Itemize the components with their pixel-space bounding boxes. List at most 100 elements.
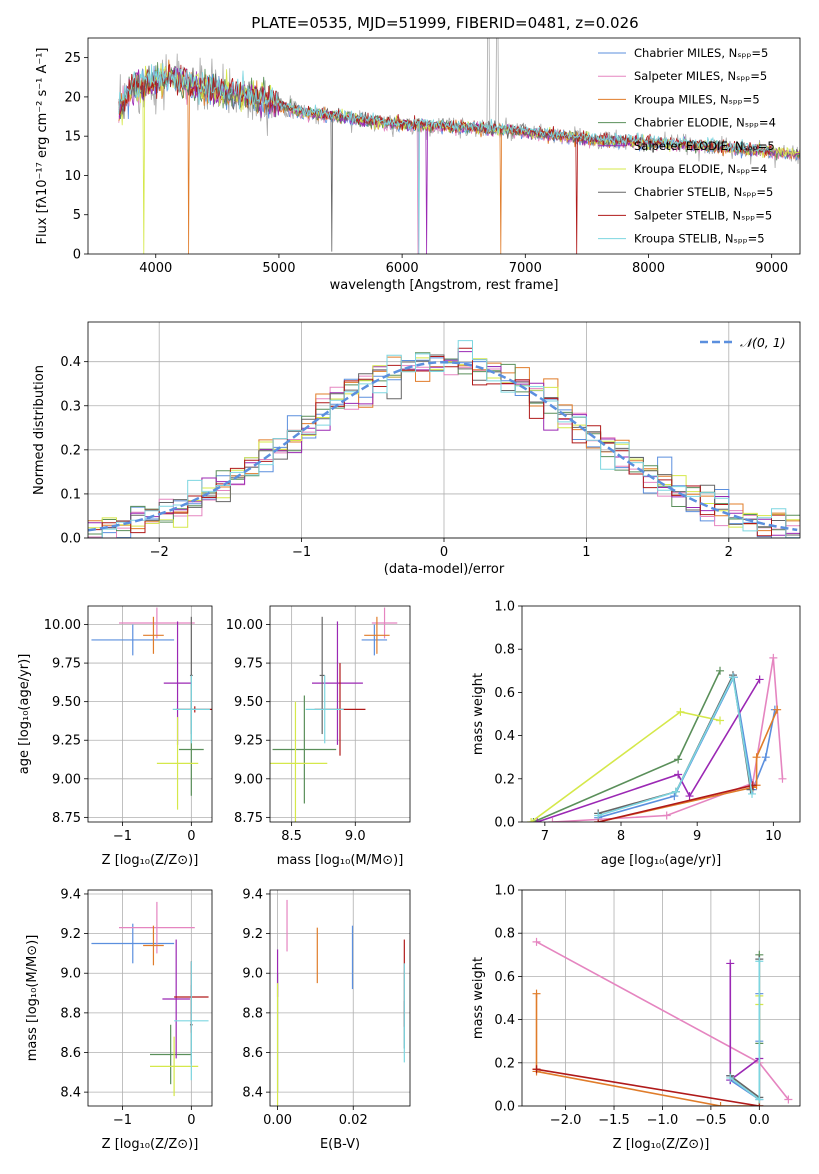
legend-entry: Salpeter MILES, Nₛₚₚ=5 (634, 69, 767, 83)
y-tick-label: 8.4 (242, 1086, 263, 1101)
legend-entry: Kroupa STELIB, Nₛₚₚ=5 (634, 232, 765, 246)
weight-marker-salpeter_miles (662, 811, 671, 820)
y-tick-label: 9.4 (60, 887, 81, 902)
y-tick-label: 0.6 (494, 970, 515, 985)
axes-frame (87, 889, 213, 1107)
y-tick-label: 8.6 (242, 1046, 263, 1061)
y-tick-label: 9.0 (242, 967, 263, 982)
y-tick-label: 0.2 (494, 772, 515, 787)
weight-marker-salpeter_miles (784, 1095, 793, 1104)
y-tick-label: 0.3 (60, 399, 81, 414)
legend-entry: Kroupa MILES, Nₛₚₚ=5 (634, 92, 760, 106)
y-axis-label: mass weight (471, 957, 486, 1039)
y-tick-label: 0.4 (494, 1013, 515, 1028)
x-axis-label: Z [log₁₀(Z/Z⊙)] (613, 1137, 710, 1152)
y-tick-label: 15 (64, 130, 81, 145)
y-axis-label: mass [log₁₀(M/M⊙)] (25, 935, 40, 1062)
y-tick-label: 20 (64, 90, 81, 105)
x-tick-label: −1 (113, 1113, 132, 1128)
legend-entry: Salpeter ELODIE, Nₛₚₚ=5 (634, 139, 775, 153)
weight-marker-kroupa_stelib (671, 787, 680, 796)
y-tick-label: 8.75 (234, 811, 263, 826)
mass-vs-metallicity-panel: −1 0 8.4 8.6 8.8 9.0 9.2 9.4 Z [log₁₀(Z/Z⊙)] mass… (25, 887, 213, 1152)
axes-frame (87, 37, 801, 255)
weight-marker-kroupa_stelib (726, 1073, 735, 1082)
weight-marker-kroupa_miles (752, 753, 761, 762)
legend-entry: Kroupa ELODIE, Nₛₚₚ=4 (634, 162, 767, 176)
x-axis-label: (data-model)/error (384, 562, 505, 577)
weight-line-kroupa_stelib (597, 674, 753, 817)
y-tick-label: 9.50 (234, 695, 263, 710)
weight-marker-salpeter_miles (548, 818, 557, 822)
y-tick-label: 9.25 (234, 734, 263, 749)
plot-area (91, 901, 209, 1097)
x-tick-label: 10 (765, 829, 782, 844)
age-vs-metallicity-panel: −1 0 8.75 9.00 9.25 9.50 9.75 10.00 Z [log₁₀(Z/Z… (17, 605, 213, 868)
residual-histogram-panel: −2 −1 0 1 2 0.0 0.1 0.2 0.3 0.4 (data-model)/error… (32, 321, 801, 577)
plot-area (270, 607, 398, 822)
y-tick-label: 0.0 (494, 1100, 515, 1115)
y-tick-label: 1.0 (494, 884, 515, 899)
x-tick-label: −2.0 (550, 1113, 582, 1128)
weight-line-kroupa_miles (535, 993, 760, 1106)
y-tick-label: 9.00 (52, 772, 81, 787)
x-tick-label: 8000 (632, 261, 665, 276)
weight-marker-chabrier_elodie (716, 666, 725, 675)
mass-vs-ebv-panel: 0.00 0.02 8.4 8.6 8.8 9.0 9.2 9.4 E(B-V) (242, 887, 411, 1152)
y-tick-label: 0.4 (494, 729, 515, 744)
x-tick-label: 9.0 (345, 829, 366, 844)
axes-frame (269, 605, 411, 823)
y-tick-label: 0.8 (494, 927, 515, 942)
weight-line-salpeter_stelib (536, 1068, 760, 1106)
x-tick-label: 0.02 (339, 1113, 368, 1128)
weight-marker-kroupa_elodie (716, 716, 725, 725)
y-tick-label: 9.00 (234, 772, 263, 787)
weight-marker-salpeter_elodie (533, 818, 542, 822)
axes-frame (521, 605, 801, 823)
legend-entry: 𝒩(0, 1) (740, 335, 786, 350)
x-tick-label: 2 (725, 545, 733, 560)
x-axis-label: Z [log₁₀(Z/Z⊙)] (102, 853, 199, 868)
plot-area (118, 38, 800, 254)
x-axis-label: wavelength [Angstrom, rest frame] (330, 278, 559, 293)
legend-entry: Salpeter STELIB, Nₛₚₚ=5 (634, 208, 772, 222)
x-tick-label: −0.5 (695, 1113, 727, 1128)
weight-marker-salpeter_miles (778, 774, 787, 783)
weight-marker-kroupa_stelib (748, 789, 757, 798)
spectrum-title: PLATE=0535, MJD=51999, FIBERID=0481, z=0… (251, 14, 638, 32)
weight-marker-kroupa_elodie (527, 818, 536, 822)
mass-weight-vs-metallicity-panel: −2.0 −1.5 −1.0 −0.5 0.0 0.0 0.2 0.4 0.6 0.8 1.0 Z [… (471, 884, 801, 1152)
weight-marker-kroupa_stelib (755, 957, 764, 966)
x-tick-label: −1 (113, 829, 132, 844)
y-axis-label: Normed distribution (32, 365, 47, 495)
weight-marker-kroupa_stelib (728, 673, 737, 682)
x-tick-label: 6000 (386, 261, 419, 276)
y-tick-label: 0.4 (60, 355, 81, 370)
x-tick-label: −1.0 (647, 1113, 679, 1128)
y-tick-label: 9.50 (52, 695, 81, 710)
weight-line-chabrier_miles (729, 993, 761, 1101)
x-tick-label: 7 (541, 829, 549, 844)
weight-marker-chabrier_elodie (674, 755, 683, 764)
histogram-kroupa_stelib (88, 340, 800, 538)
weight-line-salpeter_stelib (598, 784, 753, 822)
weight-marker-kroupa_miles (716, 1102, 725, 1106)
x-tick-label: 7000 (509, 261, 542, 276)
y-tick-label: 1.0 (494, 600, 515, 615)
y-tick-label: 0 (73, 248, 81, 263)
x-axis-label: Z [log₁₀(Z/Z⊙)] (102, 1137, 199, 1152)
y-tick-label: 10 (64, 169, 81, 184)
y-tick-label: 9.75 (234, 657, 263, 672)
weight-marker-kroupa_elodie (676, 707, 685, 716)
y-tick-label: 9.75 (52, 657, 81, 672)
y-tick-label: 9.0 (60, 967, 81, 982)
spectrum-panel: 4000 5000 6000 7000 8000 9000 0 5 10 15 20 25 wavele… (35, 37, 801, 293)
y-axis-label: Flux [fλ10⁻¹⁷ erg cm⁻² s⁻¹ A⁻¹] (35, 48, 50, 245)
legend-entry: Chabrier MILES, Nₛₚₚ=5 (634, 46, 768, 60)
y-tick-label: 0.1 (60, 487, 81, 502)
y-tick-label: 9.2 (60, 927, 81, 942)
x-tick-label: −1.5 (598, 1113, 630, 1128)
weight-marker-salpeter_miles (769, 653, 778, 662)
y-tick-label: 0.2 (494, 1056, 515, 1071)
